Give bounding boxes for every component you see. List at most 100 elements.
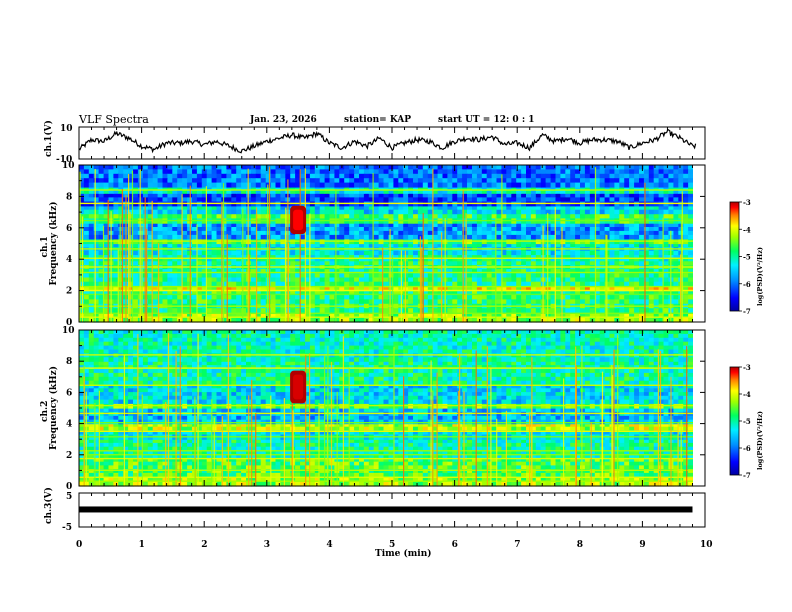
- heatmap-cell: [241, 476, 247, 482]
- heatmap-cell: [683, 257, 689, 262]
- heatmap-cell: [275, 230, 281, 236]
- heatmap-cell: [629, 243, 635, 248]
- heatmap-cell: [501, 190, 507, 194]
- heatmap-cell: [535, 312, 542, 318]
- heatmap-cell: [260, 213, 267, 219]
- heatmap-cell: [393, 223, 399, 228]
- heatmap-cell: [152, 227, 159, 232]
- heatmap-cell: [290, 234, 296, 240]
- heatmap-cell: [688, 178, 694, 184]
- heatmap-cell: [408, 213, 414, 219]
- heatmap-cell: [540, 223, 547, 228]
- heatmap-cell: [309, 243, 316, 248]
- heatmap-cell: [344, 308, 350, 314]
- heatmap-cell: [216, 205, 222, 211]
- heatmap-cell: [157, 476, 164, 482]
- heatmap-cell: [314, 312, 321, 318]
- heatmap-cell: [570, 165, 576, 170]
- heatmap-cell: [368, 178, 375, 184]
- heatmap-cell: [594, 308, 601, 314]
- heatmap-cell: [373, 197, 380, 203]
- heatmap-cell: [329, 281, 335, 287]
- heatmap-cell: [305, 165, 311, 170]
- heatmap-cell: [403, 213, 409, 219]
- heatmap-cell: [142, 169, 149, 175]
- heatmap-cell: [668, 205, 674, 211]
- heatmap-cell: [643, 243, 650, 248]
- heatmap-cell: [639, 299, 645, 305]
- heatmap-cell: [413, 209, 419, 215]
- heatmap-cell: [211, 254, 218, 259]
- heatmap-cell: [521, 273, 527, 279]
- heatmap-cell: [147, 205, 154, 211]
- heatmap-cell: [467, 476, 473, 482]
- heatmap-cell: [187, 165, 193, 170]
- heatmap-cell: [216, 260, 222, 266]
- heatmap-cell: [334, 308, 340, 314]
- heatmap-cell: [467, 213, 473, 219]
- heatmap-cell: [98, 290, 105, 296]
- heatmap-cell: [584, 230, 591, 236]
- heatmap-cell: [373, 269, 380, 274]
- heatmap-cell: [555, 193, 561, 199]
- heatmap-cell: [368, 205, 375, 211]
- heatmap-cell: [88, 257, 95, 262]
- heatmap-cell: [250, 243, 257, 248]
- ytick-label: 2: [66, 287, 72, 297]
- heatmap-cell: [653, 178, 660, 184]
- heatmap-cell: [192, 295, 198, 300]
- heatmap-cell: [167, 308, 173, 314]
- heatmap-cell: [506, 205, 512, 211]
- heatmap-cell: [683, 269, 689, 274]
- ytick-label: 6: [66, 224, 72, 234]
- heatmap-cell: [359, 165, 365, 170]
- heatmap-cell: [88, 169, 95, 175]
- heatmap-cell: [683, 205, 689, 211]
- heatmap-cell: [329, 250, 335, 256]
- heatmap-cell: [526, 243, 532, 248]
- heatmap-cell: [570, 190, 576, 194]
- impulse-streak: [226, 234, 228, 322]
- heatmap-cell: [216, 187, 222, 191]
- heatmap-cell: [565, 234, 571, 240]
- heatmap-cell: [88, 187, 95, 191]
- heatmap-cell: [535, 178, 542, 184]
- heatmap-cell: [599, 285, 606, 292]
- heatmap-cell: [378, 285, 385, 292]
- heatmap-cell: [363, 197, 370, 203]
- heatmap-cell: [560, 178, 566, 184]
- heatmap-cell: [368, 230, 375, 236]
- heatmap-cell: [314, 285, 321, 292]
- heatmap-cell: [575, 285, 581, 292]
- heatmap-cell: [177, 187, 183, 191]
- heatmap-cell: [614, 178, 620, 184]
- heatmap-cell: [437, 227, 444, 232]
- heatmap-cell: [373, 182, 380, 188]
- heatmap-cell: [614, 182, 620, 188]
- heatmap-cell: [629, 182, 635, 188]
- heatmap-cell: [501, 250, 507, 256]
- heatmap-cell: [535, 299, 542, 305]
- heatmap-cell: [83, 227, 90, 232]
- heatmap-cell: [157, 260, 164, 266]
- heatmap-cell: [305, 205, 311, 211]
- heatmap-cell: [98, 299, 105, 305]
- heatmap-cell: [206, 290, 213, 296]
- heatmap-cell: [408, 190, 414, 194]
- heatmap-cell: [486, 295, 493, 300]
- heatmap-cell: [584, 260, 591, 266]
- heatmap-cell: [201, 281, 208, 287]
- heatmap-cell: [506, 197, 512, 203]
- heatmap-cell: [196, 290, 203, 296]
- heatmap-cell: [506, 308, 512, 314]
- heatmap-cell: [368, 312, 375, 318]
- heatmap-cell: [265, 277, 272, 283]
- heatmap-cell: [511, 193, 517, 199]
- heatmap-cell: [634, 209, 640, 215]
- heatmap-cell: [584, 295, 591, 300]
- heatmap-cell: [565, 165, 571, 170]
- heatmap-cell: [683, 250, 689, 256]
- heatmap-cell: [678, 165, 684, 170]
- heatmap-cell: [639, 193, 645, 199]
- heatmap-cell: [506, 269, 512, 274]
